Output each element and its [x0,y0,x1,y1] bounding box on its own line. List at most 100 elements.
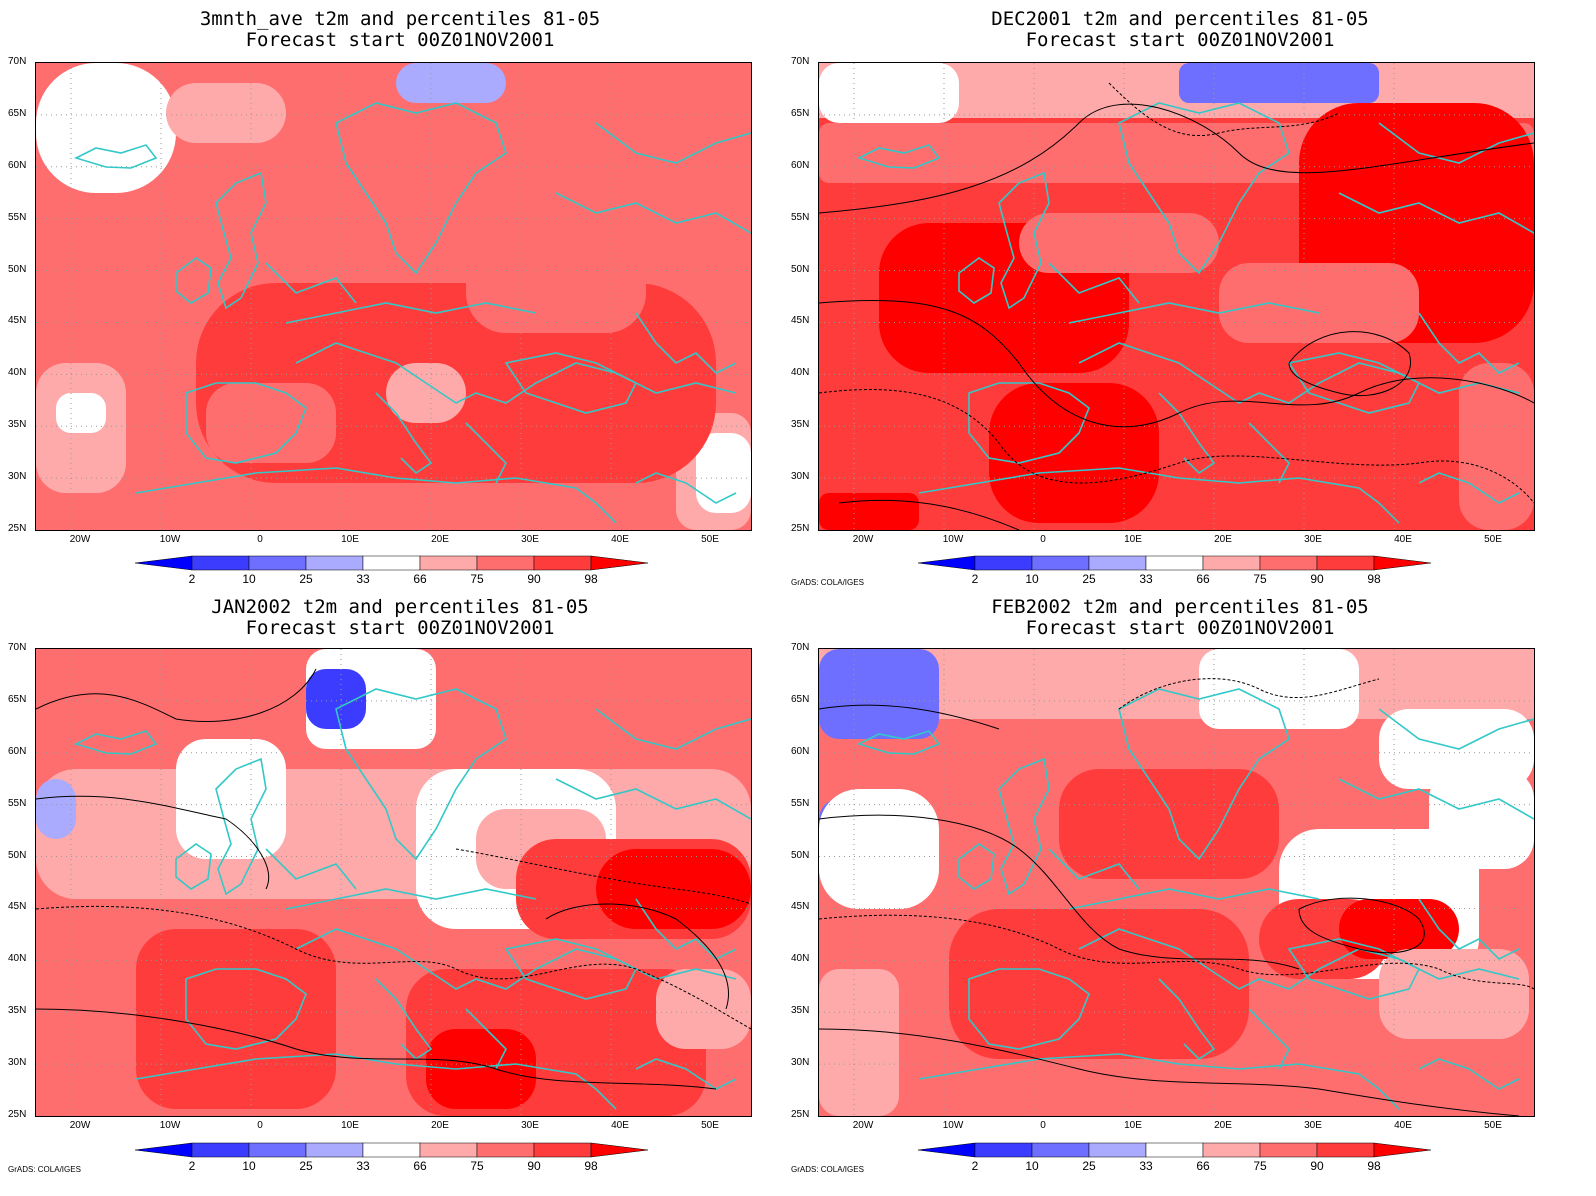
longitude-label: 0 [257,534,263,545]
longitude-label: 20W [852,534,874,545]
colorbar-segment [1088,1142,1147,1158]
latitude-label: 55N [8,797,27,809]
colorbar-segment [305,1142,364,1158]
longitude-label: 10W [942,1120,964,1131]
colorbar-tick-label: 90 [527,1159,541,1173]
temperature-contour [819,300,1534,428]
latitude-label: 40N [8,367,27,379]
panel-subtitle: Forecast start 00Z01NOV2001 [245,617,555,639]
colorbar-segment [419,555,478,571]
latitude-label: 35N [791,419,810,431]
colorbar-tick-label: 98 [1367,572,1381,586]
percentile-shading [206,383,336,463]
percentile-shading [1429,769,1534,869]
latitude-label: 55N [8,211,27,223]
coastline [998,171,1050,310]
latitude-label: 60N [791,745,810,757]
colorbar-tick-label: 25 [299,572,313,586]
percentile-shading [166,83,286,143]
temperature-contour [819,103,1534,214]
coastline [555,192,751,234]
colorbar-segment [1373,555,1432,571]
longitude-label: 30E [1304,1120,1322,1131]
percentile-shading [1379,949,1529,1039]
colorbar-tick-label: 75 [470,1159,484,1173]
coastline [555,778,751,820]
longitude-label: 10W [942,534,964,545]
coastline [335,102,507,275]
colorbar-segment [533,1142,592,1158]
coastline [135,467,617,524]
temperature-contour [838,499,1020,530]
latitude-label: 40N [791,367,810,379]
temperature-contour [545,903,730,1010]
colorbar-tick-label: 98 [1367,1159,1381,1173]
coastline [465,1008,507,1070]
coastline [1248,1008,1290,1070]
coastline [1078,928,1520,990]
percentile-shading [36,223,156,343]
coastline [918,1053,1400,1110]
percentile-shading [1179,63,1379,103]
coastline [635,1058,737,1090]
panel-subtitle: Forecast start 00Z01NOV2001 [1025,617,1335,639]
latitude-label: 65N [791,107,810,119]
longitude-label: 0 [1040,1120,1046,1131]
coastline [1158,978,1216,1061]
coastline [1078,342,1520,404]
colorbar-segment [248,555,307,571]
map-area [35,62,752,531]
colorbar-tick-label: 25 [299,1159,313,1173]
coastline [1418,472,1520,504]
coastline [958,843,995,890]
longitude-label: 40E [611,534,629,545]
percentile-shading [386,363,466,423]
percentile-shading [476,363,626,463]
coastline [215,171,267,310]
colorbar-segment [590,555,649,571]
colorbar-segment [918,555,976,571]
percentile-shading [56,393,106,433]
longitude-label: 0 [1040,534,1046,545]
coastline [1287,352,1421,414]
colorbar-tick-label: 2 [971,1159,979,1173]
percentile-shading [819,969,899,1116]
coastline [1418,312,1520,374]
latitude-label: 25N [791,1109,810,1120]
coastline [1158,392,1216,475]
longitude-label: 20E [431,534,449,545]
longitude-label: 20E [431,1120,449,1131]
colorbar-segment [248,1142,307,1158]
colorbar-tick-label: 2 [188,1159,196,1173]
colorbar-segment [362,555,421,571]
latitude-label: 25N [8,523,27,534]
latitude-label: 30N [791,1057,810,1069]
percentile-shading [396,63,506,103]
colorbar-segment [1259,555,1318,571]
coastline [504,352,638,414]
longitude-label: 20W [69,1120,91,1131]
colorbar [135,1142,655,1158]
latitude-label: 35N [8,419,27,431]
coastline [285,888,537,910]
colorbar-tick-label: 10 [242,1159,256,1173]
temperature-contour [36,1008,717,1090]
temperature-contour [36,795,270,890]
latitude-label: 30N [8,471,27,483]
coastline [968,968,1090,1050]
colorbar-segment [419,1142,478,1158]
coastline [175,257,212,304]
coastline [295,342,737,404]
percentile-shading [1019,213,1219,273]
map-canvas [819,63,1534,530]
map-area [35,648,752,1117]
panel-title: FEB2002 t2m and percentiles 81-05 [991,596,1369,618]
percentile-shading [819,649,939,739]
coastline [1068,888,1320,910]
coastline [185,968,307,1050]
coastline [465,422,507,484]
colorbar-segment [1145,555,1204,571]
coastline [1378,708,1534,750]
colorbar-tick-label: 10 [1025,572,1039,586]
